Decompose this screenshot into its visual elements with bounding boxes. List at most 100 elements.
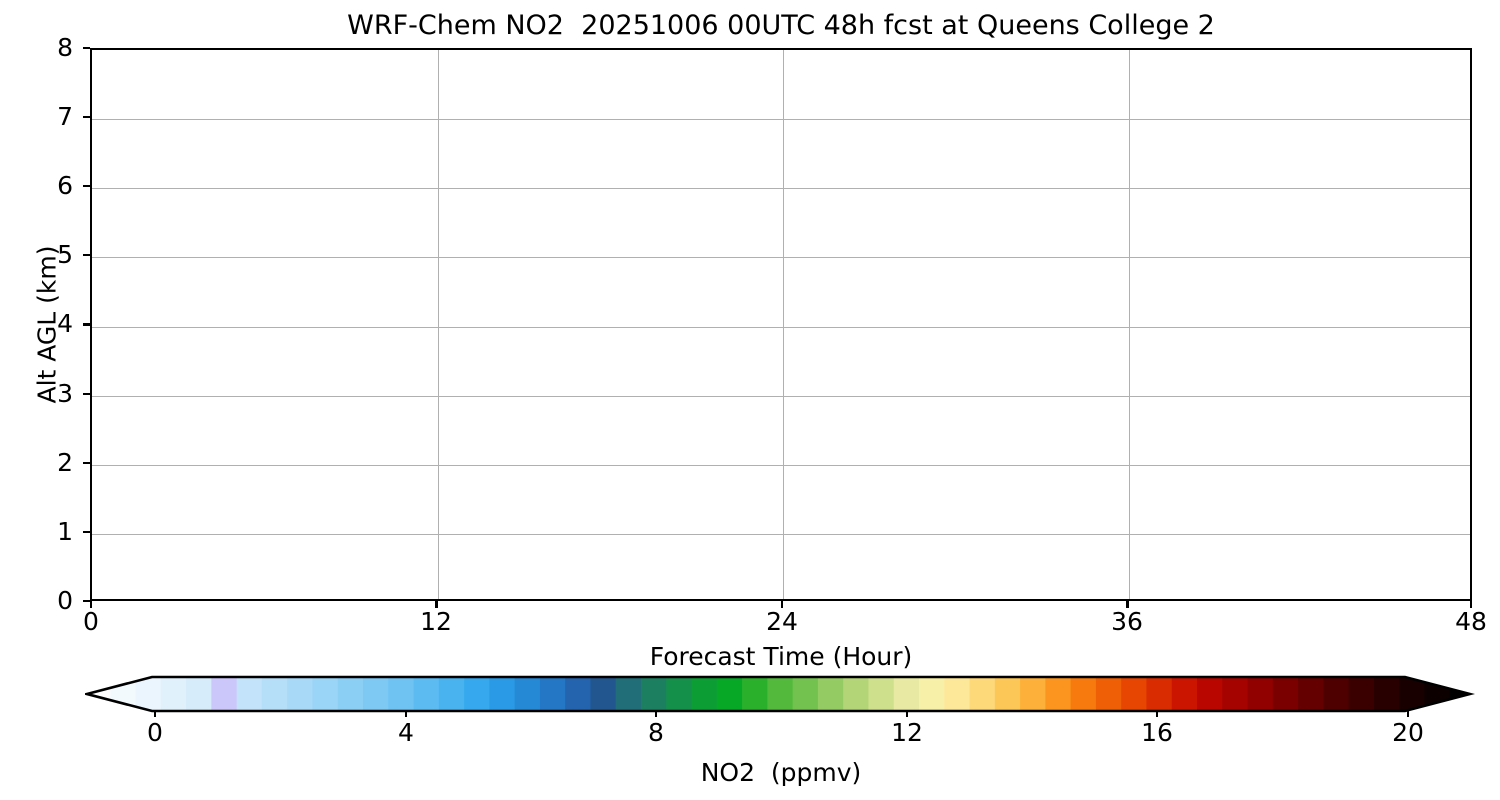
colorbar-segment — [236, 677, 263, 711]
colorbar-label: NO2 (ppmv) — [700, 758, 862, 787]
y-tick-mark — [83, 323, 90, 326]
colorbar-segment — [514, 677, 541, 711]
colorbar-segment — [261, 677, 288, 711]
x-tick-mark — [1126, 601, 1129, 608]
colorbar-segment — [641, 677, 667, 711]
y-tick-mark — [83, 254, 90, 257]
colorbar-segment — [1272, 677, 1299, 711]
colorbar-segment — [565, 677, 592, 711]
colorbar-segment — [1197, 677, 1223, 711]
colorbar-segment — [843, 677, 870, 711]
colorbar-segment — [590, 677, 617, 711]
colorbar-segment — [1373, 677, 1400, 711]
colorbar-segment — [817, 677, 844, 711]
x-tick-label: 24 — [766, 607, 798, 636]
colorbar-segment — [969, 677, 996, 711]
y-tick-mark — [83, 46, 90, 50]
colorbar-segment — [1020, 677, 1046, 711]
colorbar-tick-label: 12 — [891, 718, 923, 747]
colorbar-segment — [1070, 677, 1097, 711]
colorbar-segment — [489, 677, 516, 711]
colorbar-tick-label: 4 — [398, 718, 414, 747]
colorbar-segment — [893, 677, 920, 711]
x-tick-mark — [780, 601, 784, 608]
colorbar-segment — [767, 677, 794, 711]
colorbar-segment — [363, 677, 389, 711]
y-tick-mark — [83, 185, 90, 188]
y-tick-mark — [83, 599, 90, 603]
colorbar-segment — [438, 677, 465, 711]
y-tick-mark — [83, 392, 90, 395]
gridline-horizontal — [92, 326, 1470, 328]
colorbar-tick-label: 8 — [648, 718, 664, 747]
colorbar-segment — [1399, 677, 1426, 711]
plot-area[interactable] — [90, 48, 1472, 601]
y-tick-mark — [83, 116, 90, 119]
y-tick-label: 5 — [57, 240, 73, 269]
gridline-horizontal — [92, 395, 1470, 397]
colorbar-tick-label: 16 — [1141, 718, 1173, 747]
x-tick-mark — [435, 601, 438, 608]
colorbar-segment — [944, 677, 971, 711]
y-axis-label: Alt AGL (km) — [32, 245, 62, 404]
colorbar-tick-mark — [1406, 711, 1410, 717]
y-tick-label: 2 — [57, 448, 73, 477]
colorbar-segment — [1146, 677, 1173, 711]
gridline-horizontal — [92, 464, 1470, 466]
x-tick-label: 0 — [83, 607, 99, 636]
gridline-horizontal — [92, 257, 1470, 259]
colorbar-segment — [666, 677, 693, 711]
y-tick-label: 8 — [57, 33, 73, 62]
x-tick-label: 48 — [1455, 607, 1487, 636]
colorbar-segment — [1171, 677, 1198, 711]
colorbar-segment — [388, 677, 415, 711]
y-tick-label: 3 — [57, 379, 73, 408]
colorbar-segment — [413, 677, 440, 711]
y-tick-mark — [83, 530, 90, 533]
colorbar-segment — [1348, 677, 1375, 711]
gridline-horizontal — [92, 188, 1470, 190]
colorbar-segment — [919, 677, 945, 711]
x-tick-label: 36 — [1111, 607, 1143, 636]
colorbar-tick-mark — [905, 711, 908, 717]
colorbar-segment — [464, 677, 490, 711]
gridline-vertical — [1128, 50, 1130, 599]
colorbar-segment — [135, 677, 162, 711]
colorbar-segment — [868, 677, 895, 711]
colorbar-segment — [1424, 677, 1451, 711]
x-axis-label: Forecast Time (Hour) — [649, 642, 913, 671]
colorbar-tick-mark — [404, 711, 407, 717]
colorbar-segment — [110, 677, 137, 711]
x-tick-mark — [89, 601, 93, 608]
colorbar-segment — [160, 677, 187, 711]
colorbar-tick-mark — [655, 711, 658, 717]
colorbar-segment — [211, 677, 238, 711]
colorbar-gradient — [85, 675, 1475, 713]
colorbar-segment — [287, 677, 314, 711]
colorbar-segment — [1222, 677, 1249, 711]
colorbar-segment — [1095, 677, 1122, 711]
gridline-horizontal — [92, 119, 1470, 121]
colorbar-tick-label: 20 — [1392, 718, 1424, 747]
colorbar[interactable]: 0 4 8 12 16 20 — [85, 672, 1475, 745]
y-tick-label: 4 — [57, 309, 73, 338]
y-tick-label: 0 — [57, 586, 73, 615]
colorbar-segment — [1121, 677, 1148, 711]
x-tick-mark — [1469, 601, 1472, 608]
colorbar-outline — [85, 675, 1475, 713]
colorbar-segment — [792, 677, 819, 711]
gridline-horizontal — [92, 533, 1470, 535]
colorbar-segment — [186, 677, 212, 711]
colorbar-segment — [1247, 677, 1274, 711]
colorbar-segment — [716, 677, 743, 711]
gridline-vertical — [437, 50, 439, 599]
colorbar-segment — [994, 677, 1021, 711]
colorbar-segment — [312, 677, 339, 711]
y-tick-label: 7 — [57, 102, 73, 131]
colorbar-segment — [615, 677, 642, 711]
colorbar-tick-mark — [154, 711, 157, 717]
gridline-vertical — [783, 50, 784, 599]
colorbar-segment — [691, 677, 718, 711]
colorbar-segment — [1323, 677, 1350, 711]
